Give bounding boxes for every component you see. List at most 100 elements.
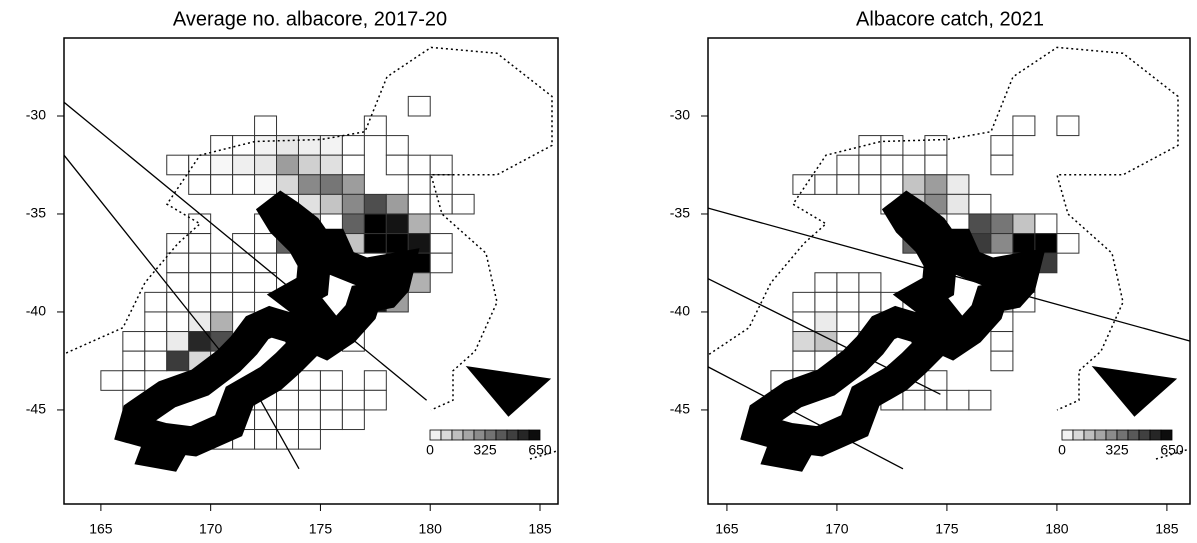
grid-cell <box>968 213 992 235</box>
grid-cell <box>814 174 838 195</box>
grid-cell <box>836 154 860 176</box>
legend-swatch <box>484 429 497 441</box>
legend-swatch <box>429 429 442 441</box>
grid-cell <box>407 95 431 117</box>
grid-cell <box>144 350 168 372</box>
y-tick-label: -30 <box>670 107 690 123</box>
grid-cell <box>297 429 321 450</box>
grid-cell <box>100 370 124 391</box>
layers <box>705 47 1191 468</box>
grid-cell <box>319 409 343 431</box>
x-tick-label: 175 <box>309 521 333 537</box>
grid-cell <box>1012 115 1036 137</box>
legend-label: 0 <box>1058 442 1066 458</box>
grid-cell <box>166 154 190 176</box>
grid-cell <box>254 115 278 137</box>
grid-cell <box>276 135 299 156</box>
grid-cell <box>188 291 212 313</box>
grid-cell <box>254 135 278 156</box>
legend-swatch <box>517 429 530 441</box>
geography <box>57 47 563 468</box>
grid-cell <box>990 135 1014 156</box>
grid-cell <box>319 174 343 195</box>
grid-cell <box>792 291 816 313</box>
grid-cell <box>946 193 970 215</box>
grid-cell <box>1034 213 1058 235</box>
grid-cell <box>144 311 168 333</box>
x-tick-label: 180 <box>419 521 443 537</box>
grid-cell <box>407 174 431 195</box>
grid-cell <box>385 213 409 235</box>
y-tick-label: -35 <box>26 205 46 221</box>
grid-cell <box>254 252 278 274</box>
grid-cell <box>210 272 234 293</box>
grid-cell <box>407 193 431 215</box>
zone-line <box>64 102 427 469</box>
legend-label: 325 <box>473 442 497 458</box>
legend-label: 650 <box>528 442 552 458</box>
grid-cell <box>902 154 926 176</box>
x-tick-label: 170 <box>199 521 223 537</box>
grid-cell <box>166 233 190 254</box>
y-tick-label: -45 <box>26 401 46 417</box>
grid-cell <box>122 350 146 372</box>
grid-cell <box>276 154 299 176</box>
grid-cell <box>836 272 860 293</box>
grid-cell <box>210 252 234 274</box>
plot-frame <box>707 37 1191 505</box>
grid-cell <box>188 213 212 235</box>
grid-cell <box>880 154 904 176</box>
grid-cell <box>858 174 882 195</box>
legend-label: 0 <box>426 442 434 458</box>
grid-cell <box>341 174 365 195</box>
grid-cell <box>210 174 234 195</box>
legend-label: 325 <box>1105 442 1129 458</box>
x-tick-label: 165 <box>89 521 113 537</box>
grid-cell <box>122 331 146 352</box>
grid-cell <box>363 389 387 411</box>
y-tick-label: -30 <box>26 107 46 123</box>
grid-cell <box>385 135 409 156</box>
grid-cell <box>166 291 190 313</box>
map-title: Average no. albacore, 2017-20 <box>173 8 447 30</box>
legend-swatch <box>440 429 453 441</box>
x-tick-label: 170 <box>825 521 849 537</box>
grid-cell <box>1012 233 1036 254</box>
grid-cell <box>924 154 948 176</box>
legend-swatch <box>1160 429 1173 441</box>
geography <box>705 47 1191 468</box>
grid-cell <box>814 291 838 313</box>
grid-cell <box>341 389 365 411</box>
grid-cell <box>297 389 321 411</box>
grid-cell <box>210 154 234 176</box>
grid-cell <box>341 154 365 176</box>
x-tick-label: 165 <box>715 521 739 537</box>
y-tick-label: -45 <box>670 401 690 417</box>
grid-cell <box>297 409 321 431</box>
y-tick-label: -40 <box>670 303 690 319</box>
x-tick-label: 185 <box>1155 521 1179 537</box>
grid-cell <box>166 272 190 293</box>
grid-cell <box>880 174 904 195</box>
grid-cell <box>968 389 992 411</box>
legend-swatch <box>473 429 486 441</box>
grid-cell <box>254 174 278 195</box>
grid-cell <box>232 154 256 176</box>
legend-label: 650 <box>1160 442 1184 458</box>
legend-swatch <box>1105 429 1118 441</box>
grid-cell <box>946 174 970 195</box>
grid-cell <box>319 154 343 176</box>
grid-cell <box>341 135 365 156</box>
grid-cell <box>363 370 387 391</box>
grid-cell <box>990 233 1014 254</box>
eez-boundary <box>705 47 1189 459</box>
grid-cell <box>232 291 256 313</box>
grid-cell <box>924 389 948 411</box>
panel: Albacore catch, 2021 165 170 175 180 185 -30 -… <box>670 8 1191 537</box>
legend-swatch <box>451 429 464 441</box>
legend-swatch <box>1072 429 1085 441</box>
grid-cell <box>407 213 431 235</box>
grid-cell <box>836 174 860 195</box>
legend-swatch <box>1061 429 1074 441</box>
